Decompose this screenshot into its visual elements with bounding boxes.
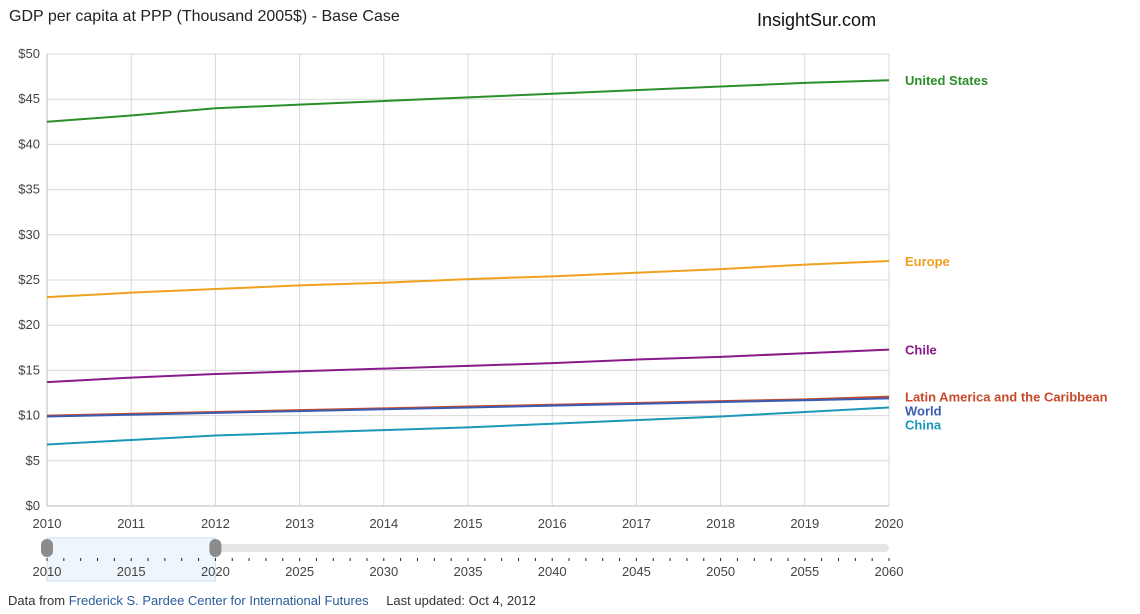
series-line: [46, 397, 890, 418]
slider-tick-label: 2020: [201, 564, 230, 579]
y-tick-label: $30: [18, 227, 40, 242]
y-tick-label: $50: [18, 46, 40, 61]
x-tick-label: 2019: [790, 516, 819, 531]
x-tick-label: 2018: [706, 516, 735, 531]
y-tick-label: $10: [18, 408, 40, 423]
series-line: [46, 260, 890, 299]
slider-right-handle[interactable]: [209, 539, 222, 557]
slider-tick-label: 2030: [369, 564, 398, 579]
range-slider[interactable]: 2010 2015 2020 2025 2030 2035 2040 2045 2050 2055…: [33, 537, 904, 582]
x-tick-label: 2010: [33, 516, 62, 531]
line-chart: $0 $5 $10 $15 $20 $25 $30 $35 $40 $45 $50 2010 2011 2…: [18, 46, 1108, 582]
y-tick-label: $0: [26, 498, 40, 513]
series-line: [46, 406, 890, 446]
y-tick-label: $5: [26, 453, 40, 468]
slider-tick-label: 2025: [285, 564, 314, 579]
y-tick-label: $20: [18, 317, 40, 332]
y-tick-label: $25: [18, 272, 40, 287]
slider-tick-label: 2055: [790, 564, 819, 579]
y-tick-label: $35: [18, 182, 40, 197]
y-tick-label: $15: [18, 362, 40, 377]
last-updated: Last updated: Oct 4, 2012: [386, 593, 536, 608]
series-line: [46, 79, 890, 123]
y-tick-label: $40: [18, 136, 40, 151]
y-tick-label: $45: [18, 91, 40, 106]
series-end-label: China: [905, 418, 942, 433]
x-tick-label: 2011: [117, 516, 145, 531]
series-line: [46, 348, 890, 384]
slider-left-handle[interactable]: [41, 539, 53, 557]
series-end-label: Chile: [905, 343, 937, 358]
x-tick-label: 2013: [285, 516, 314, 531]
series-end-label: Latin America and the Caribbean: [905, 390, 1108, 405]
x-tick-label: 2017: [622, 516, 651, 531]
source-link[interactable]: Frederick S. Pardee Center for Internati…: [68, 593, 369, 608]
series-end-label: Europe: [905, 254, 950, 269]
x-tick-label: 2012: [201, 516, 230, 531]
slider-tick-label: 2040: [538, 564, 567, 579]
slider-tick-label: 2015: [117, 564, 146, 579]
chart-title: GDP per capita at PPP (Thousand 2005$) -…: [9, 8, 400, 25]
footer-prefix: Data from: [8, 593, 66, 608]
slider-tick-label: 2060: [875, 564, 904, 579]
slider-tick-label: 2050: [706, 564, 735, 579]
slider-tick-label: 2035: [454, 564, 483, 579]
slider-track: [47, 544, 889, 552]
x-tick-label: 2014: [369, 516, 398, 531]
x-tick-label: 2015: [454, 516, 483, 531]
series-end-label: World: [905, 404, 942, 419]
slider-tick-label: 2045: [622, 564, 651, 579]
brand-logo-text: InsightSur.com: [757, 10, 877, 30]
series-end-label: United States: [905, 73, 988, 88]
x-tick-label: 2020: [875, 516, 904, 531]
x-tick-label: 2016: [538, 516, 567, 531]
footer: Data from Frederick S. Pardee Center for…: [8, 593, 536, 608]
slider-tick-label: 2010: [33, 564, 62, 579]
